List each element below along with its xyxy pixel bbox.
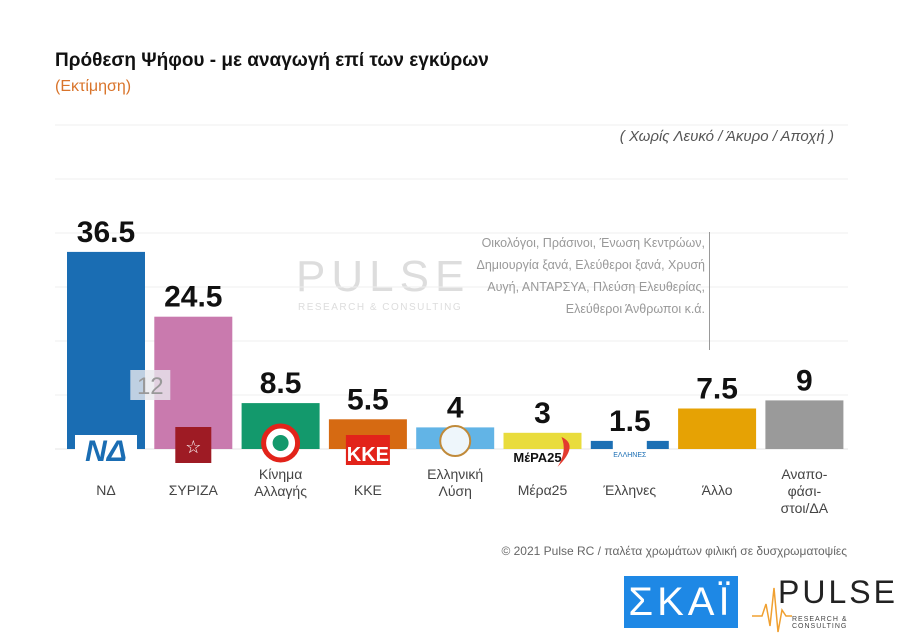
kke-logo-text: ΚΚΕ [347,444,389,466]
category-label-line: φάσι- [787,483,822,499]
nd-logo: ΝΔ [85,435,127,468]
category-label-line: Ελληνική [427,466,484,482]
value-label: 1.5 [609,405,651,438]
category-label: Μέρα25 [495,482,591,499]
category-label: Έλληνες [582,482,678,499]
chart-title: Πρόθεση Ψήφου - με αναγωγή επί των εγκύρ… [55,50,489,71]
category-label: Άλλο [669,482,765,499]
chart-subtitle: (Εκτίμηση) [55,78,132,95]
bar-1 [67,251,145,449]
chart-note: ( Χωρίς Λευκό / Άκυρο / Αποχή ) [619,128,834,145]
kke-logo [345,435,390,465]
mera25-swoosh [557,437,570,467]
value-label: 4 [447,391,464,424]
annotation-bg [130,370,171,400]
pulse-logo: PULSE RESEARCH & CONSULTING [752,574,895,634]
category-label: Αναπο-φάσι-στοι/ΔΑ [756,466,852,517]
category-label-line: Αλλαγής [254,483,307,499]
ellines-logo-bg [612,435,647,465]
syriza-annotation: 12 [137,373,164,400]
footer-credit: © 2021 Pulse RC / παλέτα χρωμάτων φιλική… [501,544,847,558]
category-label-line: Λύση [438,483,472,499]
category-label-line: ΚΚΕ [353,482,382,498]
category-label-line: Κίνημα [258,466,303,482]
category-label: Κίνημα Αλλαγής [233,466,329,500]
syriza-logo [175,427,212,463]
value-label: 8.5 [260,367,302,400]
category-label-line: ΣΥΡΙΖΑ [168,482,218,498]
value-label: 9 [796,364,813,397]
bar-9 [765,400,844,449]
category-label-line: στοι/ΔΑ [780,500,829,516]
category-label-line: ΝΔ [96,482,116,498]
category-label: ΣΥΡΙΖΑ [145,482,241,499]
category-label-line: Έλληνες [603,482,657,498]
star-icon: ☆ [185,437,201,457]
pulse-watermark: PULSE RESEARCH & CONSULTING [296,252,471,313]
callout-line-text: Δημιουργία ξανά, Ελεύθεροι ξανά, Χρυσή [476,258,705,272]
category-label: Ελληνική Λύση [407,466,503,500]
compass-icon [439,425,472,457]
value-label: 7.5 [696,373,738,406]
bar-6 [503,432,582,449]
value-label: 3 [534,397,551,430]
kinal-logo-center [272,435,289,451]
ellines-logo: ΕΛΛΗΝΕΣ [613,452,647,459]
category-label-line: Μέρα25 [517,482,568,498]
category-label-line: Άλλο [701,482,733,498]
category-label: ΚΚΕ [320,482,416,499]
skai-logo: ΣΚΑΪ [624,576,738,628]
mera25-logo: ΜέΡΑ25 [513,450,561,465]
nd-logo-bg [75,435,137,465]
value-label: 36.5 [77,216,135,249]
value-label: 5.5 [347,383,389,416]
callout-line-text: Ελεύθεροι Άνθρωποι κ.ά. [565,302,705,316]
callout-leader-line [709,232,710,350]
callout-line-text: Αυγή, ΑΝΤΑΡΣΥΑ, Πλεύση Ελευθερίας, [487,280,705,294]
category-label-line: Αναπο- [781,466,828,482]
category-label: ΝΔ [58,482,154,499]
callout-line-text: Οικολόγοι, Πράσινοι, Ένωση Κεντρώων, [481,236,705,250]
bar-8 [678,408,757,449]
value-label: 24.5 [164,281,222,314]
other-parties-callout: Οικολόγοι, Πράσινοι, Ένωση Κεντρώων, Δημ… [440,232,705,320]
